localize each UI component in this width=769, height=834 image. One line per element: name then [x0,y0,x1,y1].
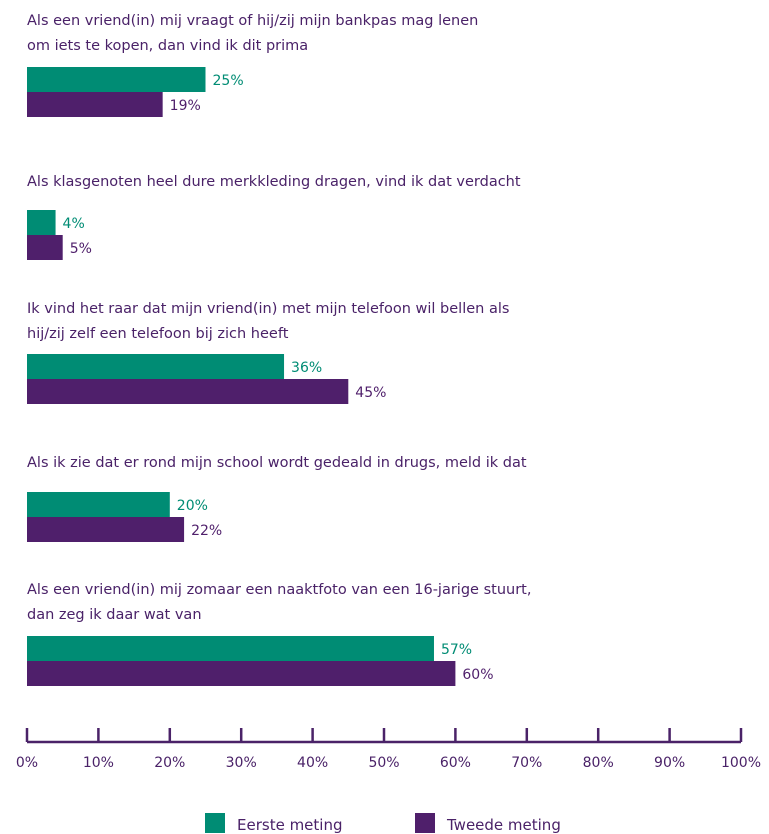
bar-eerste-meting [27,354,285,379]
data-label: 22% [191,523,222,539]
question-text: hij/zij zelf een telefoon bij zich heeft [27,326,289,342]
data-label: 45% [355,385,386,401]
data-label: 19% [170,98,201,114]
x-tick-label: 100% [721,755,761,771]
legend-swatch-tweede-meting [415,813,435,833]
bar-tweede-meting [27,92,163,117]
legend-label: Tweede meting [446,816,561,834]
data-label: 5% [70,241,92,257]
question-text: Als klasgenoten heel dure merkkleding dr… [27,174,521,190]
data-label: 60% [462,667,493,683]
x-tick-label: 40% [297,755,328,771]
data-label: 57% [441,642,472,658]
question-text: Als een vriend(in) mij vraagt of hij/zij… [27,13,478,29]
bar-eerste-meting [27,210,56,235]
question-text: Als een vriend(in) mij zomaar een naaktf… [27,582,531,598]
bar-tweede-meting [27,379,349,404]
bar-eerste-meting [27,636,434,661]
x-tick-label: 30% [226,755,257,771]
x-tick-label: 80% [583,755,614,771]
x-tick-label: 70% [511,755,542,771]
question-text: om iets te kopen, dan vind ik dit prima [27,38,308,54]
data-label: 20% [177,498,208,514]
x-tick-label: 0% [16,755,38,771]
legend-swatch-eerste-meting [205,813,225,833]
x-tick-label: 60% [440,755,471,771]
question-text: dan zeg ik daar wat van [27,607,202,623]
x-tick-label: 20% [154,755,185,771]
data-label: 25% [213,73,244,89]
data-label: 4% [63,216,85,232]
data-label: 36% [291,360,322,376]
x-tick-label: 50% [368,755,399,771]
x-tick-label: 10% [83,755,114,771]
bar-eerste-meting [27,67,206,92]
bar-tweede-meting [27,517,185,542]
bar-eerste-meting [27,492,170,517]
bar-tweede-meting [27,661,456,686]
bar-tweede-meting [27,235,63,260]
x-tick-label: 90% [654,755,685,771]
question-text: Als ik zie dat er rond mijn school wordt… [27,455,527,471]
legend-label: Eerste meting [237,816,342,834]
question-text: Ik vind het raar dat mijn vriend(in) met… [27,301,509,317]
